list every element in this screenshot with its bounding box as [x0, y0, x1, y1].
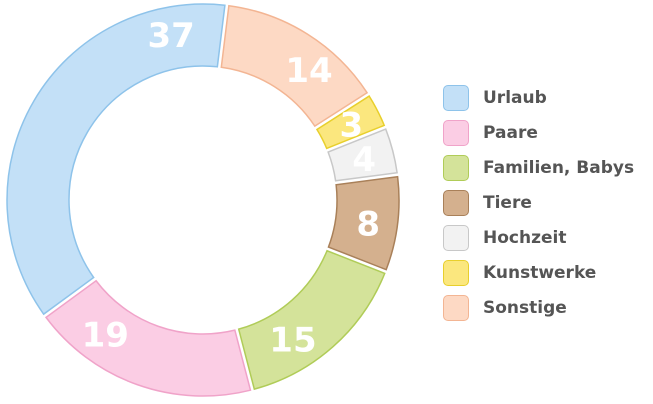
segment-hochzeit [327, 128, 398, 182]
legend-swatch [443, 260, 469, 286]
value-label-urlaub: 37 [147, 16, 194, 56]
segment-tiere [327, 175, 400, 271]
legend-swatch [443, 85, 469, 111]
legend-item-familien-babys: Familien, Babys [443, 154, 634, 182]
segment-urlaub [6, 3, 226, 316]
legend-label: Urlaub [483, 88, 547, 108]
legend-item-hochzeit: Hochzeit [443, 224, 634, 252]
legend-label: Tiere [483, 193, 532, 213]
legend-label: Hochzeit [483, 228, 567, 248]
legend: Urlaub Paare Familien, Babys Tiere Hochzeit K… [443, 84, 634, 329]
segment-kunstwerke [315, 95, 386, 150]
segment-familien-babys [237, 249, 386, 391]
legend-label: Kunstwerke [483, 263, 597, 283]
legend-label: Familien, Babys [483, 158, 635, 178]
segment-paare [44, 279, 252, 397]
legend-swatch [443, 190, 469, 216]
value-label-paare: 19 [82, 315, 129, 355]
donut-segments [6, 3, 400, 397]
legend-swatch [443, 295, 469, 321]
legend-item-tiere: Tiere [443, 189, 634, 217]
legend-item-kunstwerke: Kunstwerke [443, 259, 634, 287]
value-label-sonstige: 14 [285, 51, 332, 91]
legend-label: Paare [483, 123, 538, 143]
legend-item-paare: Paare [443, 119, 634, 147]
value-label-familien-babys: 15 [269, 321, 316, 361]
segment-sonstige [220, 4, 369, 128]
value-label-kunstwerke: 3 [340, 106, 364, 146]
legend-item-sonstige: Sonstige [443, 294, 634, 322]
value-label-tiere: 8 [356, 205, 380, 245]
legend-item-urlaub: Urlaub [443, 84, 634, 112]
value-label-hochzeit: 4 [352, 140, 376, 180]
legend-swatch [443, 120, 469, 146]
legend-swatch [443, 155, 469, 181]
legend-label: Sonstige [483, 298, 567, 318]
legend-swatch [443, 225, 469, 251]
